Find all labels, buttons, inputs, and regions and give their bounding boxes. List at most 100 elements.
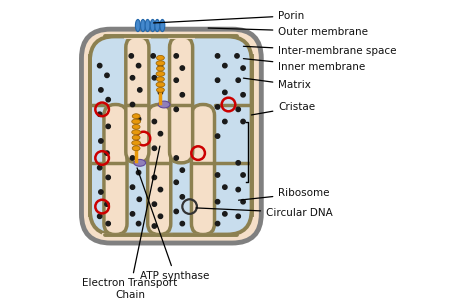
- Ellipse shape: [156, 82, 165, 87]
- Ellipse shape: [160, 20, 165, 32]
- Circle shape: [174, 78, 178, 82]
- Circle shape: [241, 93, 245, 97]
- Circle shape: [236, 188, 240, 192]
- Ellipse shape: [134, 160, 146, 166]
- Ellipse shape: [136, 20, 140, 32]
- Circle shape: [152, 146, 156, 150]
- Circle shape: [137, 117, 141, 121]
- Ellipse shape: [158, 101, 170, 108]
- Circle shape: [105, 202, 109, 206]
- Ellipse shape: [140, 20, 146, 32]
- Ellipse shape: [132, 141, 140, 145]
- Circle shape: [215, 173, 220, 177]
- Circle shape: [174, 107, 178, 112]
- Ellipse shape: [156, 88, 164, 92]
- Circle shape: [215, 105, 220, 109]
- Circle shape: [180, 195, 184, 199]
- Circle shape: [215, 222, 220, 226]
- Circle shape: [137, 222, 141, 226]
- Ellipse shape: [156, 61, 165, 66]
- Circle shape: [130, 76, 135, 80]
- Ellipse shape: [156, 55, 164, 60]
- Circle shape: [215, 54, 220, 58]
- Ellipse shape: [132, 124, 140, 129]
- Circle shape: [241, 66, 245, 70]
- Ellipse shape: [145, 20, 150, 32]
- Ellipse shape: [156, 66, 164, 71]
- Circle shape: [99, 139, 103, 143]
- Circle shape: [180, 93, 184, 97]
- Circle shape: [174, 156, 178, 160]
- Circle shape: [152, 202, 156, 206]
- Text: Outer membrane: Outer membrane: [208, 26, 368, 37]
- Circle shape: [106, 175, 110, 180]
- Circle shape: [241, 200, 245, 204]
- Circle shape: [151, 54, 155, 58]
- Circle shape: [106, 124, 110, 129]
- Circle shape: [215, 134, 220, 138]
- Circle shape: [235, 54, 239, 58]
- Text: Ribosome: Ribosome: [238, 188, 330, 200]
- Ellipse shape: [156, 71, 165, 76]
- FancyBboxPatch shape: [104, 104, 127, 234]
- Circle shape: [99, 88, 103, 92]
- FancyBboxPatch shape: [82, 29, 261, 243]
- Text: Circular DNA: Circular DNA: [196, 208, 333, 218]
- Circle shape: [98, 64, 102, 68]
- Circle shape: [106, 98, 110, 102]
- FancyBboxPatch shape: [126, 36, 149, 163]
- Circle shape: [152, 119, 156, 124]
- Circle shape: [99, 190, 103, 194]
- Circle shape: [130, 102, 135, 107]
- Circle shape: [236, 107, 240, 112]
- Circle shape: [158, 90, 163, 95]
- Circle shape: [130, 212, 135, 216]
- Circle shape: [241, 173, 245, 177]
- Circle shape: [130, 185, 135, 189]
- Circle shape: [130, 156, 135, 160]
- Ellipse shape: [132, 119, 140, 124]
- Circle shape: [158, 188, 163, 192]
- Circle shape: [158, 132, 163, 136]
- Ellipse shape: [132, 135, 140, 140]
- Text: Cristae: Cristae: [251, 102, 315, 115]
- Circle shape: [223, 185, 227, 189]
- Circle shape: [180, 222, 184, 226]
- FancyBboxPatch shape: [170, 36, 192, 163]
- Circle shape: [158, 64, 163, 68]
- Circle shape: [98, 214, 102, 219]
- Text: Electron Transport
Chain: Electron Transport Chain: [82, 146, 178, 300]
- FancyBboxPatch shape: [191, 104, 215, 234]
- Circle shape: [152, 224, 156, 228]
- Circle shape: [174, 209, 178, 214]
- Circle shape: [241, 119, 245, 124]
- Circle shape: [158, 214, 163, 219]
- Text: Porin: Porin: [154, 11, 305, 23]
- Circle shape: [223, 90, 227, 95]
- FancyBboxPatch shape: [148, 104, 171, 234]
- Ellipse shape: [155, 20, 160, 32]
- Circle shape: [98, 112, 102, 116]
- Circle shape: [137, 170, 141, 175]
- Circle shape: [180, 168, 184, 172]
- Ellipse shape: [132, 130, 140, 135]
- Circle shape: [137, 64, 141, 68]
- FancyBboxPatch shape: [90, 36, 252, 234]
- Circle shape: [223, 212, 227, 216]
- Circle shape: [105, 151, 109, 155]
- Circle shape: [105, 73, 109, 78]
- Circle shape: [129, 54, 134, 58]
- Circle shape: [223, 64, 227, 68]
- Text: Inner membrane: Inner membrane: [244, 59, 365, 72]
- Circle shape: [223, 119, 227, 124]
- Text: Matrix: Matrix: [243, 78, 311, 90]
- Circle shape: [152, 175, 156, 180]
- Ellipse shape: [150, 20, 155, 32]
- Circle shape: [236, 214, 240, 219]
- Circle shape: [152, 76, 156, 80]
- Text: Inter-membrane space: Inter-membrane space: [244, 46, 397, 56]
- Circle shape: [106, 222, 110, 226]
- Ellipse shape: [156, 77, 164, 82]
- Circle shape: [174, 54, 178, 58]
- Text: ATP synthase: ATP synthase: [137, 168, 210, 281]
